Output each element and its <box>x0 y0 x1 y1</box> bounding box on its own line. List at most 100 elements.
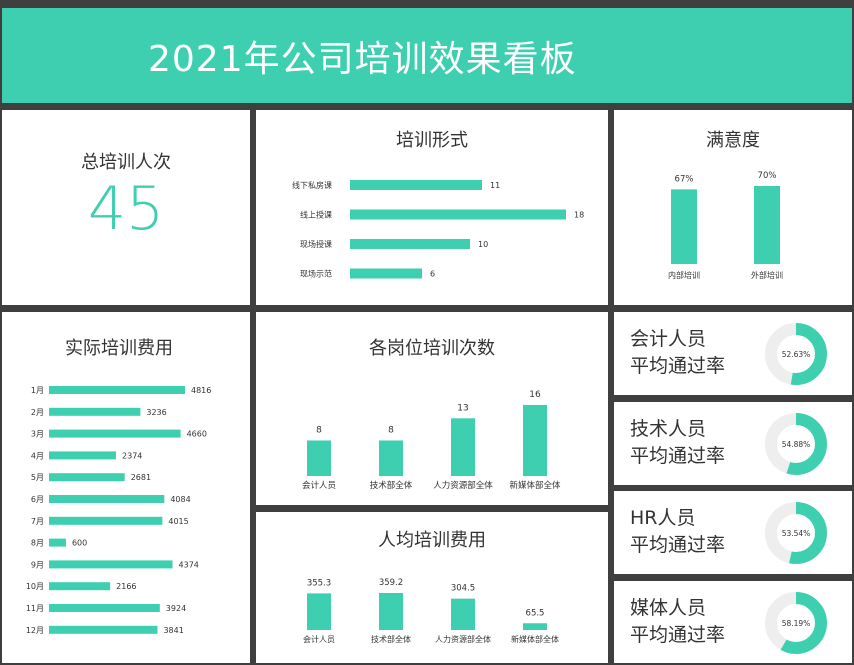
position-counts-chart: 8 会计人员 8 技术部全体 13 人力资源部全体 16 新媒体部全体 <box>302 390 561 491</box>
bar <box>49 582 111 591</box>
bar <box>49 495 165 503</box>
bar <box>523 623 547 630</box>
bar <box>49 560 173 569</box>
bar <box>523 405 547 476</box>
bar <box>754 186 780 264</box>
data-label: 3236 <box>146 408 166 417</box>
category-label: 8月 <box>31 539 44 548</box>
pass-rate-role: HR人员 <box>630 507 696 529</box>
pass-rate-caption: 平均通过率 <box>630 355 726 377</box>
data-label: 2166 <box>116 582 136 591</box>
bar <box>49 538 66 547</box>
category-label: 12月 <box>26 626 44 635</box>
category-label: 技术部全体 <box>370 480 413 491</box>
per-capita-cost-title: 人均培训费用 <box>378 530 486 551</box>
pass-rate-value: 53.54% <box>782 529 811 538</box>
category-label: 3月 <box>31 430 44 439</box>
satisfaction-panel: 满意度 67% 内部培训 70% 外部培训 <box>614 110 852 305</box>
bar <box>49 407 141 416</box>
category-label: 6月 <box>31 495 44 504</box>
pass-rate-role: 媒体人员 <box>630 597 707 619</box>
pass-rate-caption: 平均通过率 <box>630 534 726 556</box>
pass-rate-panel-hr: HR人员平均通过率 53.54% <box>614 491 852 574</box>
category-label: 线上授课 <box>300 210 332 220</box>
category-label: 人力资源部全体 <box>435 634 491 644</box>
category-label: 5月 <box>31 473 44 482</box>
bar <box>350 268 422 279</box>
data-label: 2374 <box>122 451 142 460</box>
pass-rate-value: 58.19% <box>782 619 811 628</box>
data-label: 4374 <box>179 560 199 569</box>
category-label: 11月 <box>26 604 44 613</box>
bar <box>49 386 185 394</box>
data-label: 359.2 <box>379 578 403 588</box>
pass-rate-panel-accounting: 会计人员平均通过率 52.63% <box>614 312 852 395</box>
category-label: 2月 <box>31 408 44 417</box>
bar <box>49 429 181 438</box>
bar <box>671 189 697 264</box>
total-trainees-label: 总培训人次 <box>81 152 171 173</box>
donut-arc <box>765 502 827 564</box>
training-cost-title: 实际培训费用 <box>65 338 173 359</box>
total-trainees-value: 45 <box>87 174 165 244</box>
bar <box>350 239 470 249</box>
pass-rate-role: 会计人员 <box>630 328 707 350</box>
category-label: 新媒体部全体 <box>509 480 561 491</box>
position-counts-panel: 各岗位培训次数 8 会计人员 8 技术部全体 13 人力资源部全体 16 新媒体部全体 <box>256 312 608 505</box>
position-counts-title: 各岗位培训次数 <box>369 338 495 359</box>
data-label: 65.5 <box>526 608 545 618</box>
data-label: 18 <box>574 211 584 220</box>
training-forms-chart: 线下私房课 11 线上授课 18 现场授课 10 现场示范 6 <box>292 180 584 279</box>
category-label: 1月 <box>31 386 44 395</box>
bar <box>49 516 163 525</box>
bar <box>49 604 160 612</box>
category-label: 会计人员 <box>302 480 336 491</box>
training-forms-panel: 培训形式 线下私房课 11 线上授课 18 现场授课 10 现场示范 6 <box>256 110 608 305</box>
pass-rate-donut: 52.63% <box>765 323 827 385</box>
data-label: 4816 <box>191 386 211 395</box>
data-label: 4084 <box>170 495 190 504</box>
per-capita-cost-chart: 355.3 会计人员 359.2 技术部全体 304.5 人力资源部全体 65.5 新媒体部全… <box>303 578 559 644</box>
data-label: 4015 <box>168 517 188 526</box>
data-label: 67% <box>675 174 694 184</box>
data-label: 4660 <box>187 430 207 439</box>
bar <box>350 180 482 190</box>
data-label: 600 <box>72 539 87 548</box>
pass-rate-value: 54.88% <box>782 440 811 449</box>
donut-arc <box>765 413 827 475</box>
data-label: 355.3 <box>307 578 331 588</box>
data-label: 6 <box>430 270 435 279</box>
dashboard-title: 2021年公司培训效果看板 <box>148 39 577 80</box>
bar <box>350 209 566 220</box>
data-label: 11 <box>490 181 500 190</box>
bar <box>451 418 475 476</box>
donut-arc <box>765 592 827 654</box>
bar <box>49 451 117 460</box>
data-label: 10 <box>478 240 488 249</box>
category-label: 7月 <box>31 517 44 526</box>
category-label: 内部培训 <box>668 270 700 280</box>
pass-rate-value: 52.63% <box>782 350 811 359</box>
pass-rate-panel-media: 媒体人员 平均通过率 58.19% <box>614 581 852 663</box>
bar <box>307 593 331 630</box>
data-label: 70% <box>758 171 777 181</box>
satisfaction-title: 满意度 <box>706 130 760 151</box>
data-label: 16 <box>529 390 541 400</box>
satisfaction-chart: 67% 内部培训 70% 外部培训 <box>668 171 783 280</box>
bar <box>379 593 403 630</box>
pass-rate-role: 技术人员 <box>630 418 707 440</box>
dashboard-header: 2021年公司培训效果看板 <box>2 8 852 103</box>
pass-rate-donut: 54.88% <box>765 413 827 475</box>
category-label: 现场授课 <box>300 239 332 249</box>
category-label: 4月 <box>31 451 44 460</box>
category-label: 人力资源部全体 <box>433 480 493 491</box>
data-label: 2681 <box>131 473 151 482</box>
data-label: 3841 <box>163 626 183 635</box>
data-label: 8 <box>388 426 394 436</box>
training-cost-panel: 实际培训费用 1月 4816 2月 3236 3月 4660 4月 2374 5月 2681 6月 4… <box>2 312 250 663</box>
pass-rate-donut: 58.19% <box>765 592 827 654</box>
bar <box>49 625 158 634</box>
pass-rate-donut: 53.54% <box>765 502 827 564</box>
category-label: 线下私房课 <box>292 180 332 190</box>
category-label: 新媒体部全体 <box>511 634 559 644</box>
